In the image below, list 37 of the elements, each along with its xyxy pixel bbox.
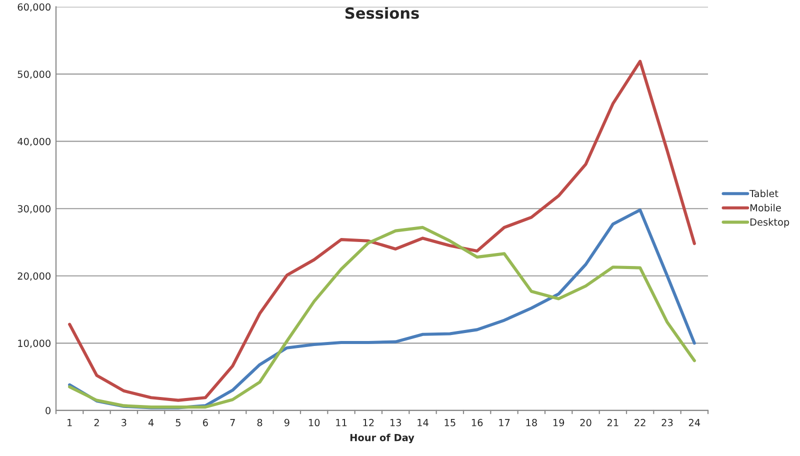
x-tick-label: 11 <box>336 419 347 426</box>
x-tick-label: 10 <box>308 418 320 426</box>
y-tick-label: 20,000 <box>18 272 50 281</box>
x-tick-label: 16 <box>472 418 483 426</box>
x-tick-label: 24 <box>688 418 700 426</box>
y-tick-label: 0 <box>46 406 50 414</box>
y-tick-label: 60,000 <box>18 3 50 12</box>
x-tick-label: 19 <box>553 418 564 426</box>
x-tick-label: 21 <box>607 418 618 426</box>
y-tick-label: 10,000 <box>18 340 50 348</box>
x-tick-label: 12 <box>363 418 374 426</box>
x-tick-label: 14 <box>418 419 428 426</box>
x-tick-label: 20 <box>580 418 592 426</box>
x-tick-label: 22 <box>634 418 646 426</box>
x-tick-label: 7 <box>230 419 235 426</box>
x-tick-label: 2 <box>94 418 99 426</box>
legend-label: Desktop <box>750 218 790 228</box>
y-tick-label: 50,000 <box>18 70 50 79</box>
x-tick-label: 13 <box>390 418 401 426</box>
x-tick-label: 1 <box>68 419 72 426</box>
x-tick-label: 23 <box>662 418 673 426</box>
x-axis-title: Hour of Day <box>350 434 414 444</box>
x-tick-label: 5 <box>176 419 180 426</box>
line-series <box>68 60 696 402</box>
y-tick-label: 40,000 <box>18 138 50 146</box>
x-tick-label: 15 <box>444 419 456 426</box>
x-tick-label: 6 <box>203 418 208 426</box>
x-tick-label: 4 <box>148 419 154 426</box>
x-tick-label: 9 <box>284 418 290 426</box>
x-tick-label: 3 <box>122 418 126 426</box>
x-tick-label: 18 <box>526 418 537 426</box>
legend-label: Mobile <box>750 204 781 212</box>
x-tick-label: 17 <box>499 419 510 426</box>
y-tick-label: 30,000 <box>18 205 50 214</box>
legend-label: Tablet <box>749 190 778 198</box>
chart-title: Sessions <box>345 7 419 19</box>
x-tick-label: 8 <box>257 418 262 426</box>
